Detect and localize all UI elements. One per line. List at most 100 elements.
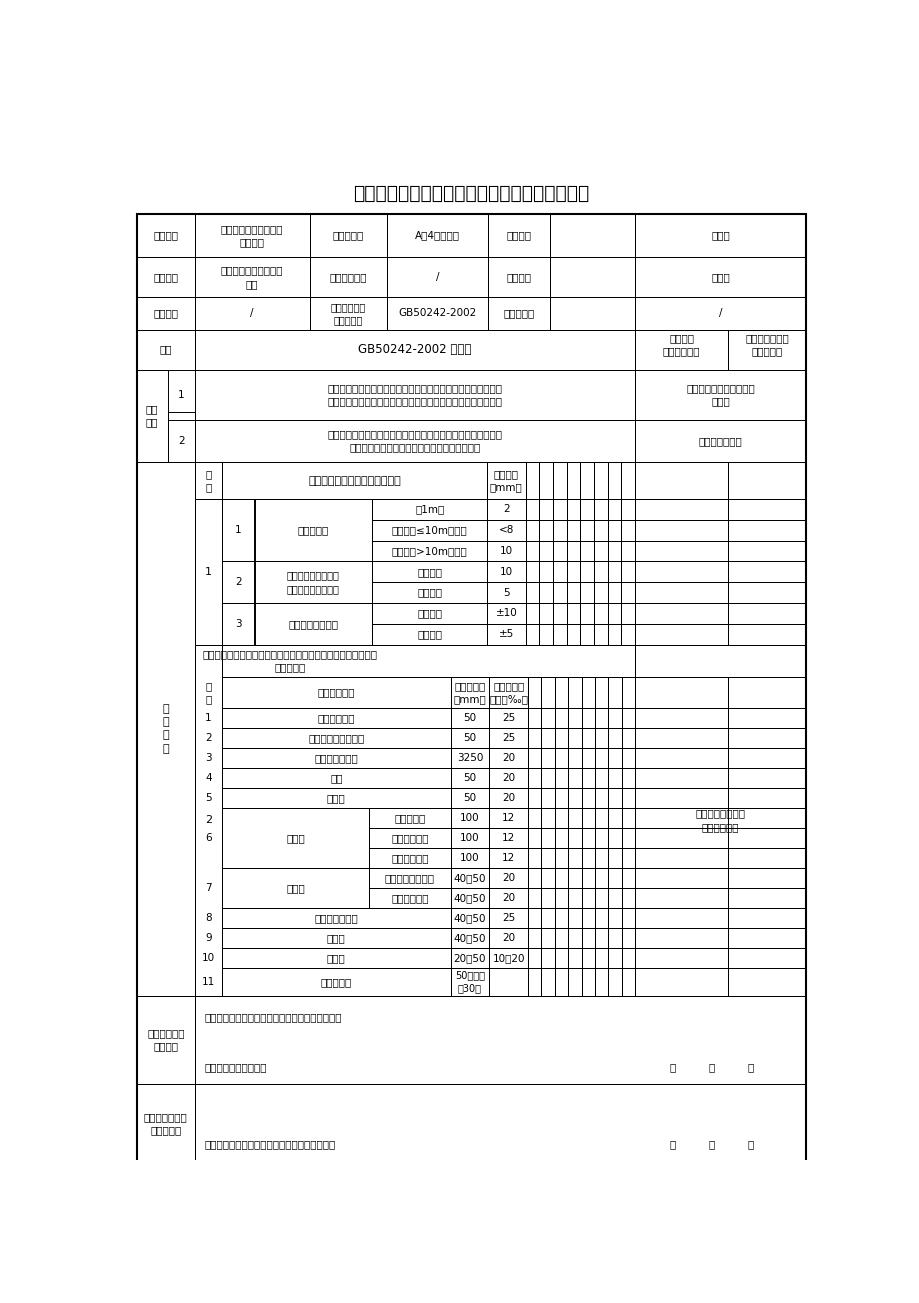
Bar: [525, 541, 539, 562]
Text: A区4层卫生间: A区4层卫生间: [414, 231, 460, 241]
Text: 施工单位: 施工单位: [153, 272, 178, 283]
Text: 40～50: 40～50: [453, 893, 485, 903]
Bar: [634, 463, 727, 499]
Bar: [727, 463, 805, 499]
Bar: [528, 887, 541, 908]
Text: 日: 日: [746, 1139, 753, 1149]
Bar: [489, 767, 528, 788]
Bar: [541, 676, 554, 708]
Bar: [369, 887, 450, 908]
Bar: [607, 748, 621, 767]
Bar: [525, 582, 539, 603]
Text: 40～50: 40～50: [453, 913, 485, 923]
Bar: [594, 541, 607, 562]
Bar: [554, 676, 568, 708]
Bar: [525, 499, 539, 520]
Bar: [450, 676, 489, 708]
Bar: [621, 748, 634, 767]
Bar: [594, 562, 607, 582]
Bar: [621, 968, 634, 995]
Text: 5: 5: [205, 792, 211, 803]
Bar: [525, 463, 539, 499]
Bar: [489, 848, 528, 868]
Bar: [137, 214, 195, 257]
Bar: [620, 603, 634, 624]
Bar: [195, 868, 221, 908]
Bar: [137, 370, 167, 463]
Bar: [634, 562, 727, 582]
Bar: [580, 520, 594, 541]
Bar: [580, 499, 594, 520]
Text: 年: 年: [669, 1062, 675, 1072]
Bar: [489, 727, 528, 748]
Text: 高、低水箱: 高、低水箱: [394, 813, 425, 822]
Bar: [489, 676, 528, 708]
Bar: [450, 868, 489, 887]
Text: 20: 20: [502, 773, 515, 783]
Bar: [621, 887, 634, 908]
Bar: [566, 562, 580, 582]
Text: 一
般
项
目: 一 般 项 目: [163, 704, 169, 753]
Bar: [528, 676, 541, 708]
Bar: [195, 808, 221, 868]
Text: 横管长度>10m，全长: 横管长度>10m，全长: [391, 546, 467, 556]
Text: 50（软管
为30）: 50（软管 为30）: [455, 971, 484, 993]
Text: 20: 20: [502, 753, 515, 762]
Bar: [525, 520, 539, 541]
Bar: [554, 848, 568, 868]
Bar: [528, 947, 541, 968]
Bar: [195, 676, 221, 708]
Text: 与排水横管连接的各卫生器具的受水和立管均应采取妥善可靠的
固定措施；管道与楼板的结合部应采取牢固可靠的防漏防渗措施: 与排水横管连接的各卫生器具的受水和立管均应采取妥善可靠的 固定措施；管道与楼板的…: [327, 383, 502, 407]
Text: 苏州万业装饰工程有限
公司: 苏州万业装饰工程有限 公司: [221, 266, 283, 289]
Bar: [528, 968, 541, 995]
Bar: [450, 748, 489, 767]
Text: 卫生器具接口标高: 卫生器具接口标高: [288, 619, 338, 629]
Bar: [195, 645, 221, 995]
Text: GB50242-2002 的规定: GB50242-2002 的规定: [357, 343, 471, 356]
Bar: [372, 624, 486, 645]
Bar: [634, 908, 727, 928]
Bar: [528, 868, 541, 887]
Bar: [634, 788, 727, 808]
Bar: [489, 887, 528, 908]
Text: 专业工长: 专业工长: [505, 272, 530, 283]
Text: 100: 100: [460, 813, 479, 822]
Bar: [387, 257, 487, 297]
Bar: [486, 541, 525, 562]
Bar: [607, 676, 621, 708]
Bar: [554, 947, 568, 968]
Text: 40～50: 40～50: [453, 933, 485, 943]
Bar: [594, 603, 607, 624]
Bar: [450, 887, 489, 908]
Bar: [552, 463, 566, 499]
Bar: [195, 788, 221, 808]
Bar: [137, 297, 195, 330]
Bar: [372, 541, 486, 562]
Bar: [195, 1084, 805, 1164]
Bar: [727, 499, 805, 520]
Bar: [541, 808, 554, 827]
Bar: [539, 562, 552, 582]
Bar: [528, 748, 541, 767]
Bar: [607, 947, 621, 968]
Bar: [634, 748, 727, 767]
Bar: [221, 463, 486, 499]
Bar: [539, 582, 552, 603]
Bar: [594, 499, 607, 520]
Bar: [727, 868, 805, 887]
Bar: [727, 748, 805, 767]
Bar: [387, 214, 487, 257]
Text: 月: 月: [708, 1062, 714, 1072]
Bar: [541, 827, 554, 848]
Text: 主控
项目: 主控 项目: [146, 404, 158, 427]
Text: 横管弯曲度: 横管弯曲度: [298, 525, 329, 536]
Bar: [621, 827, 634, 848]
Bar: [486, 562, 525, 582]
Bar: [255, 603, 372, 645]
Bar: [489, 827, 528, 848]
Text: 允许偏差
（mm）: 允许偏差 （mm）: [490, 469, 522, 493]
Text: GB50242-2002: GB50242-2002: [398, 309, 476, 318]
Bar: [581, 848, 595, 868]
Bar: [727, 808, 805, 827]
Bar: [195, 645, 634, 676]
